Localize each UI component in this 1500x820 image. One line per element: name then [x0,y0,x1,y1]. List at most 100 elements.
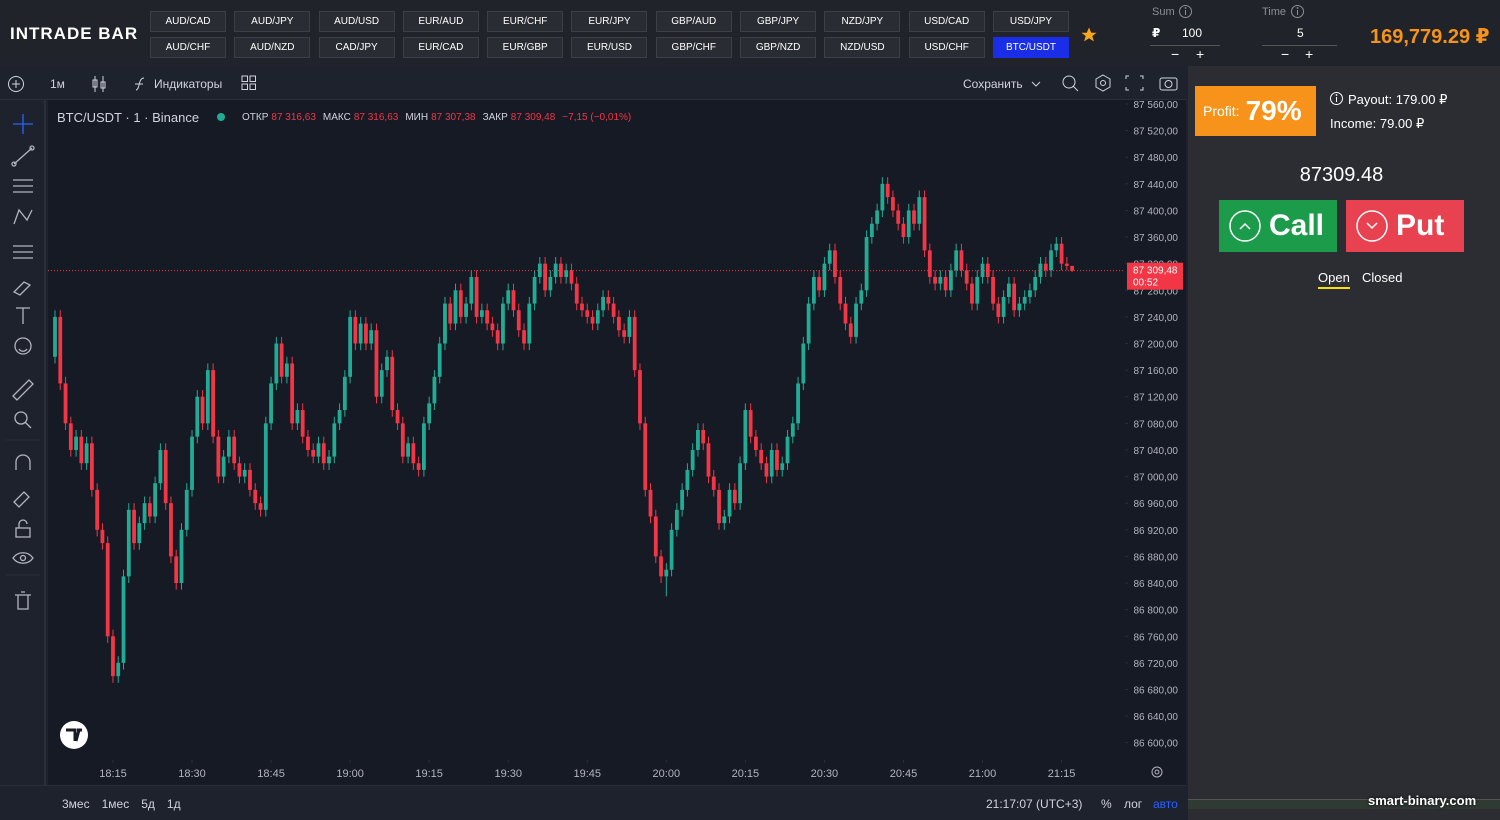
y-tick-label: 87 000,00 [1134,473,1179,484]
pair-button[interactable]: GBP/NZD [740,37,817,58]
candle-body [111,636,115,677]
pair-button[interactable]: NZD/USD [824,37,901,58]
ohlc-value: 87 316,63 [353,112,399,123]
candle-body [527,303,532,344]
candle-body [342,376,347,411]
pair-button[interactable]: NZD/JPY [824,11,901,32]
favorite-star[interactable] [1080,26,1098,44]
candle-body [511,290,516,311]
candle-body [1028,290,1032,297]
save-button[interactable]: Сохранить [963,77,1023,91]
range-button[interactable]: 1мес [101,797,130,811]
candle-body [190,436,194,490]
pair-button[interactable]: GBP/CHF [655,37,732,58]
chart-style-icon[interactable] [90,74,108,94]
candle-body [590,316,595,324]
pair-button[interactable]: EUR/CHF [487,11,564,32]
pair-button[interactable]: CAD/JPY [318,37,395,58]
add-symbol-icon[interactable] [7,75,25,93]
pair-button[interactable]: EUR/GBP [487,37,564,58]
auto-toggle[interactable]: авто [1153,797,1178,811]
sum-value[interactable]: 100 [1182,26,1203,40]
pair-button[interactable]: BTC/USDT [992,37,1069,58]
time-minus[interactable]: − [1281,46,1290,62]
y-tick-label: 86 760,00 [1134,632,1179,643]
range-button[interactable]: 3мес [62,797,90,811]
candle-body [717,489,721,524]
tool-icons[interactable] [0,100,46,785]
ohlc-label: МИН [405,112,429,123]
ohlc-label: МАКС [322,112,351,123]
pair-button[interactable]: AUD/JPY [234,11,311,32]
settings-icon[interactable] [1151,766,1163,778]
y-tick-label: 86 600,00 [1134,739,1179,750]
candle-body [58,316,63,384]
pair-button[interactable]: AUD/CHF [150,37,226,58]
chart: 86 600,00 86 640,00 86 680,00 86 720,00 86 7… [48,100,1186,785]
pair-button[interactable]: AUD/NZD [234,37,311,58]
candle-body [696,430,700,450]
pair-button[interactable]: USD/CHF [908,37,985,58]
sum-plus[interactable]: + [1196,46,1205,62]
put-label[interactable]: Put [1396,209,1445,242]
call-button[interactable]: Call [1219,200,1337,252]
candle-body [74,436,78,450]
ohlc-legend: ОТКР 87 316,63 МАКС 87 316,63 МИН 87 307,38 ЗА… [242,112,631,123]
candle-body [464,303,468,317]
range-list: 3мес 1мес 5д 1д [62,797,181,811]
pair-button[interactable]: USD/CAD [908,11,985,32]
candle-body [1012,283,1017,311]
info-icon [1179,5,1192,18]
pair-button[interactable]: EUR/JPY [571,11,648,32]
call-label[interactable]: Call [1269,209,1325,242]
pair-button[interactable]: GBP/JPY [740,11,817,32]
y-tick-label: 87 040,00 [1134,446,1179,457]
candle-body [764,463,769,477]
candle-body [432,376,437,404]
candle-body [1049,250,1053,271]
range-button[interactable]: 5д [141,797,155,811]
candle-body [205,370,210,424]
time-value[interactable]: 5 [1297,26,1304,40]
tab-open[interactable]: Open [1318,270,1350,289]
sum-label: Sum [1152,6,1175,18]
pair-button[interactable]: EUR/USD [571,37,648,58]
put-button[interactable]: Put [1346,200,1464,252]
pair-button[interactable]: GBP/AUD [655,11,732,32]
pair-button[interactable]: AUD/USD [318,11,395,32]
candle-body [390,356,395,411]
candle-body [321,443,326,464]
candle-body [537,263,542,277]
candle-body [195,396,200,437]
candle-body [1017,303,1022,311]
candle-body [1070,265,1075,271]
time-plus[interactable]: + [1305,46,1314,62]
trade-panel: Profit: 79% Payout: 179.00 ₽ Income: 79.… [1188,66,1500,820]
candle-body [485,310,490,324]
candle-body [290,363,295,424]
interval[interactable]: 1м [50,77,65,91]
pair-button[interactable]: EUR/AUD [402,11,479,32]
layouts-icon[interactable] [241,75,257,91]
clock: 21:17:07 (UTC+3) [986,797,1083,811]
sum-minus[interactable]: − [1171,46,1180,62]
indicators-button[interactable]: Индикаторы [154,77,223,91]
candle-body [891,197,895,211]
logo[interactable]: INTRADE BAR [10,24,139,43]
candle-body [469,276,474,304]
candle-body [938,276,943,284]
percent-toggle[interactable]: % [1101,797,1112,811]
pair-button[interactable]: AUD/CAD [150,11,226,32]
candle-body [153,483,158,517]
candle-body [980,263,985,277]
candle-body [901,223,906,238]
profit-box: Profit: 79% [1195,86,1316,136]
save-dropdown[interactable] [1030,78,1042,90]
tab-closed[interactable]: Closed [1362,270,1403,285]
range-button[interactable]: 1д [166,797,181,811]
indicators-icon[interactable] [132,74,150,94]
pair-button[interactable]: EUR/CAD [402,37,479,58]
log-toggle[interactable]: лог [1124,797,1143,811]
candle-body [664,569,669,577]
pair-button[interactable]: USD/JPY [992,11,1069,32]
